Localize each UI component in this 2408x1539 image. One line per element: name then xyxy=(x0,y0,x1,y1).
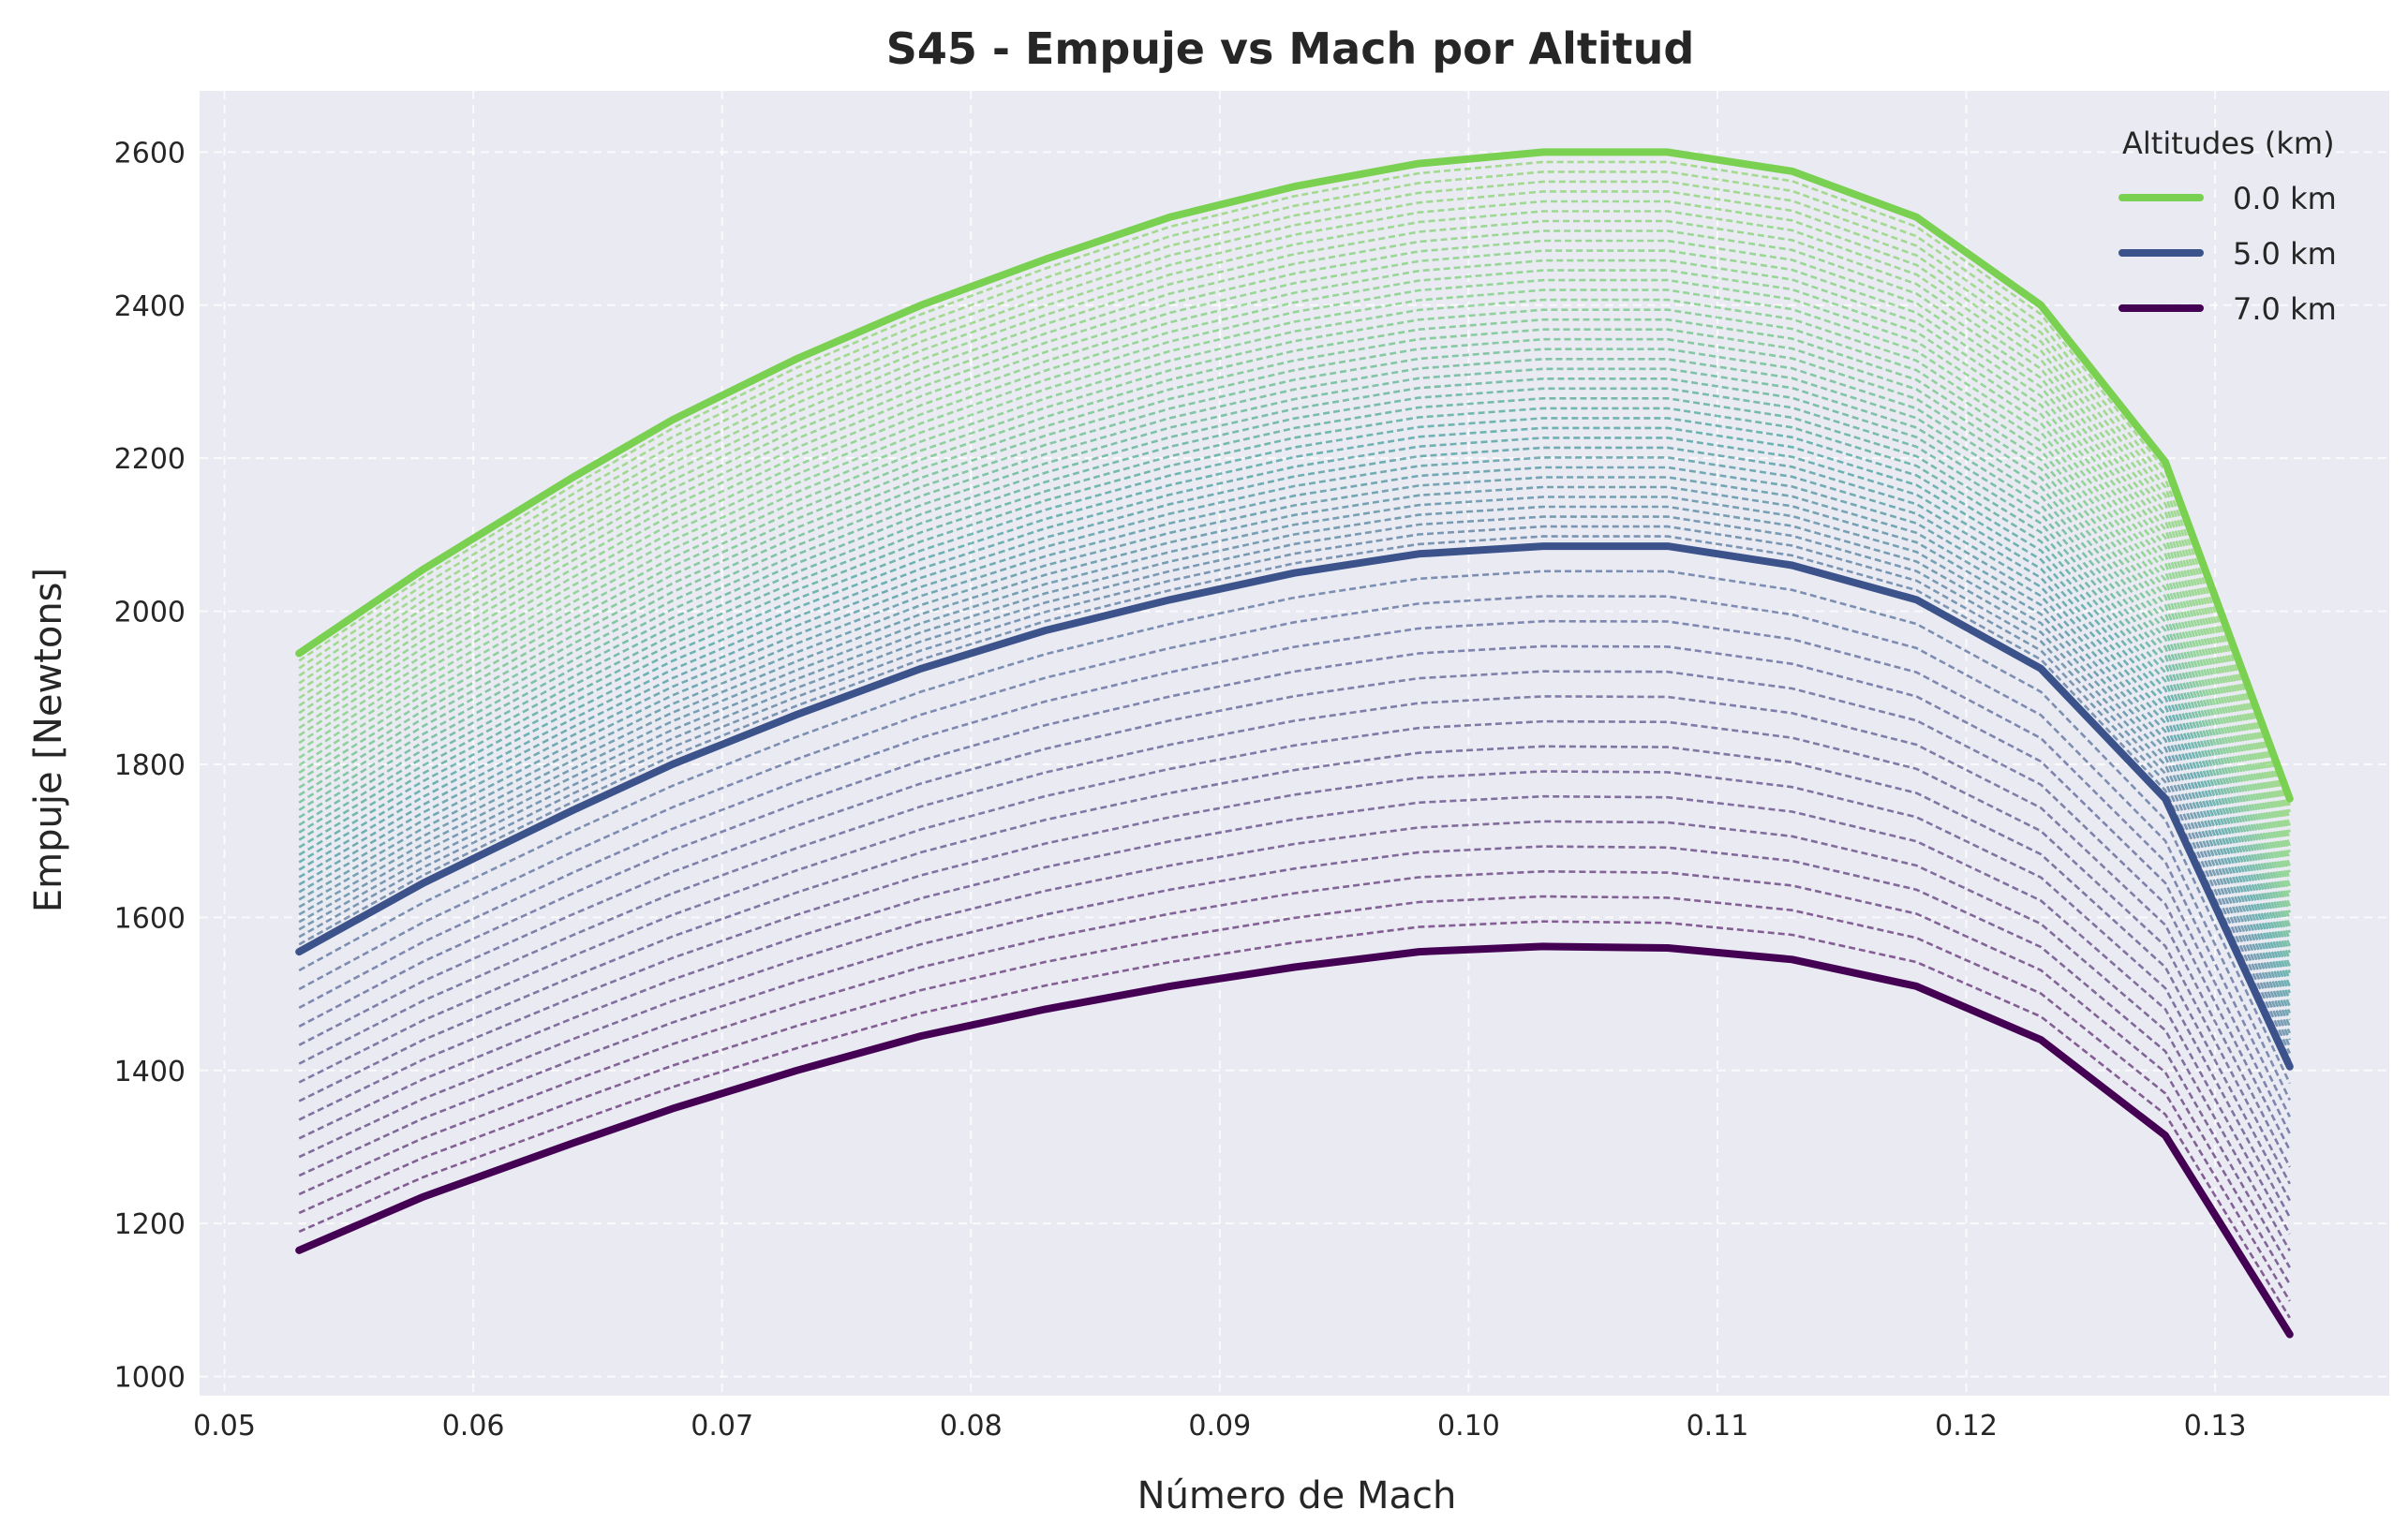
altitude-line-intermediate xyxy=(298,920,2291,1319)
legend-label-7km: 7.0 km xyxy=(2233,291,2337,327)
main-altitude-lines xyxy=(295,148,2294,1339)
altitude-line-intermediate xyxy=(298,278,2292,887)
altitude-line-intermediate xyxy=(298,570,2291,1085)
x-tick-label: 0.10 xyxy=(1437,1410,1500,1443)
legend-label-0km: 0.0 km xyxy=(2233,181,2337,216)
altitude-line-intermediate xyxy=(298,476,2291,1021)
altitude-line-intermediate xyxy=(298,719,2291,1185)
altitude-line-intermediate xyxy=(298,670,2291,1151)
intermediate-altitude-lines xyxy=(298,160,2292,1319)
chart-title: S45 - Empuje vs Mach por Altitud xyxy=(886,23,1695,74)
altitude-line-intermediate xyxy=(298,249,2292,866)
altitude-line-intermediate xyxy=(298,644,2291,1134)
x-tick-label: 0.09 xyxy=(1188,1410,1251,1443)
altitude-line-intermediate xyxy=(298,820,2291,1251)
y-tick-label: 1200 xyxy=(114,1208,186,1241)
altitude-line-intermediate xyxy=(298,337,2292,927)
y-tick-label: 1800 xyxy=(114,749,186,782)
altitude-line-intermediate xyxy=(298,437,2291,994)
y-tick-label: 2600 xyxy=(114,137,186,170)
altitude-line-intermediate xyxy=(298,318,2292,913)
altitude-line-intermediate xyxy=(298,298,2292,900)
x-tick-label: 0.13 xyxy=(2184,1410,2247,1443)
altitude-line-intermediate xyxy=(298,170,2292,813)
x-tick-label: 0.11 xyxy=(1687,1410,1749,1443)
altitude-line-intermediate xyxy=(298,794,2291,1236)
x-axis-ticks: 0.05 0.06 0.07 0.08 0.09 0.10 0.11 0.12 0.13 xyxy=(193,1410,2246,1443)
altitude-line-intermediate xyxy=(298,269,2292,880)
altitude-line-intermediate xyxy=(298,200,2292,833)
altitude-line-intermediate xyxy=(298,745,2291,1202)
y-tick-label: 2000 xyxy=(114,597,186,629)
altitude-line-intermediate xyxy=(298,496,2291,1034)
altitude-line-intermediate xyxy=(298,367,2292,947)
y-tick-label: 1600 xyxy=(114,902,186,935)
altitude-line-intermediate xyxy=(298,619,2291,1117)
altitude-line-intermediate xyxy=(298,535,2291,1061)
altitude-line-intermediate xyxy=(298,239,2292,860)
altitude-line-intermediate xyxy=(298,396,2291,968)
altitude-line-intermediate xyxy=(298,219,2292,847)
altitude-line-intermediate xyxy=(298,505,2291,1041)
altitude-line-intermediate xyxy=(298,515,2291,1047)
x-tick-label: 0.08 xyxy=(940,1410,1003,1443)
x-tick-label: 0.05 xyxy=(193,1410,256,1443)
altitude-line-intermediate xyxy=(298,770,2291,1219)
altitude-line-intermediate xyxy=(298,387,2291,960)
altitude-line-intermediate xyxy=(298,525,2291,1054)
altitude-line-intermediate xyxy=(298,190,2292,826)
legend-title: Altitudes (km) xyxy=(2122,126,2335,161)
y-axis-label: Empuje [Newtons] xyxy=(27,568,70,912)
altitude-line-intermediate xyxy=(298,695,2291,1168)
y-axis-ticks: 1000 1200 1400 1600 1800 2000 2200 2400 2600 xyxy=(114,137,186,1394)
altitude-line-7km xyxy=(295,942,2294,1339)
x-axis-label: Número de Mach xyxy=(1137,1474,1457,1517)
altitude-line-intermediate xyxy=(298,869,2291,1285)
altitude-line-0km xyxy=(295,148,2294,803)
altitude-line-intermediate xyxy=(298,328,2292,920)
legend-label-5km: 5.0 km xyxy=(2233,236,2337,272)
altitude-line-intermediate xyxy=(298,229,2292,853)
altitude-line-intermediate xyxy=(298,160,2292,806)
altitude-line-intermediate xyxy=(298,377,2291,954)
altitude-line-intermediate xyxy=(298,289,2292,894)
altitude-line-intermediate xyxy=(298,259,2292,873)
altitude-line-5km xyxy=(295,542,2294,1071)
altitude-line-intermediate xyxy=(298,485,2291,1028)
altitude-line-intermediate xyxy=(298,595,2291,1101)
y-tick-label: 1000 xyxy=(114,1362,186,1395)
y-tick-label: 2400 xyxy=(114,290,186,323)
plot-area xyxy=(200,91,2389,1396)
altitude-line-intermediate xyxy=(298,426,2291,987)
altitude-line-intermediate xyxy=(298,210,2292,840)
altitude-line-intermediate xyxy=(298,456,2291,1007)
altitude-line-intermediate xyxy=(298,417,2291,981)
x-tick-label: 0.12 xyxy=(1935,1410,1998,1443)
altitude-line-intermediate xyxy=(298,895,2291,1302)
y-tick-label: 2200 xyxy=(114,443,186,476)
altitude-line-intermediate xyxy=(298,466,2291,1014)
legend: Altitudes (km) 0.0 km 5.0 km 7.0 km xyxy=(2118,126,2337,327)
altitude-line-intermediate xyxy=(298,308,2292,907)
x-tick-label: 0.06 xyxy=(442,1410,505,1443)
altitude-line-intermediate xyxy=(298,357,2292,940)
x-tick-label: 0.07 xyxy=(691,1410,753,1443)
altitude-line-intermediate xyxy=(298,446,2291,1000)
altitude-line-intermediate xyxy=(298,180,2292,820)
y-tick-label: 1400 xyxy=(114,1056,186,1088)
altitude-line-intermediate xyxy=(298,845,2291,1268)
altitude-line-intermediate xyxy=(298,348,2292,934)
